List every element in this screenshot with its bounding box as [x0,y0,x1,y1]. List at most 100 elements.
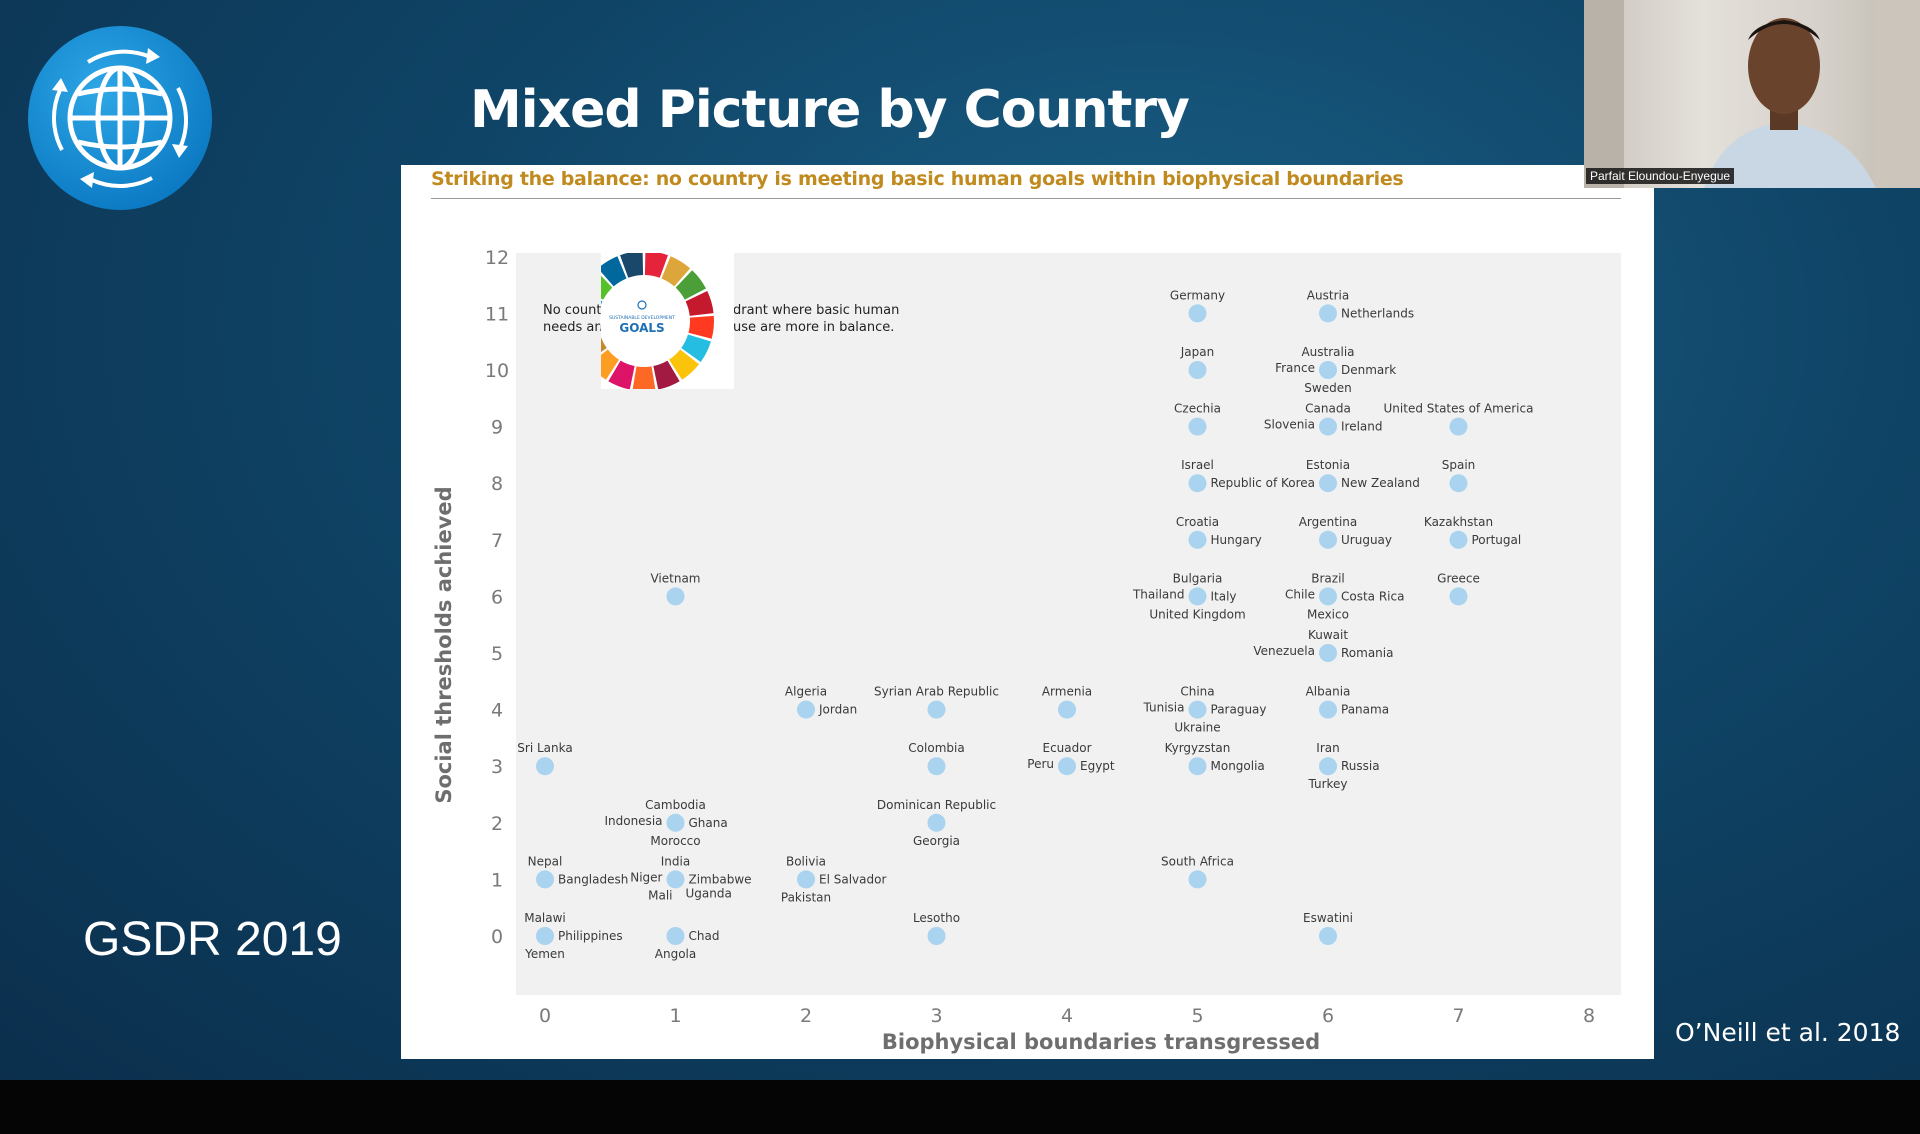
data-point: Albania Panama [1306,685,1389,719]
webcam-video [1584,0,1920,188]
data-point: Czechia [1174,402,1221,436]
point-label: Tunisia [1143,701,1185,715]
data-point: Vietnam [650,571,701,606]
data-point: Kuwait Venezuela Romania [1253,628,1393,662]
point-label: Eswatini [1303,911,1353,925]
point-label: Cambodia [645,798,706,812]
sdg-wheel-segment [644,253,668,278]
sdg-wheel-segment [653,360,680,389]
sdg-wheel-segment [632,366,656,389]
citation: O’Neill et al. 2018 [1675,1018,1901,1047]
data-point: Kyrgyzstan Mongolia [1165,741,1265,776]
data-point: Brazil Chile Costa Rica Mexico [1285,571,1405,621]
note-line2-left: needs and [543,320,611,335]
globe-cycle-icon [28,26,212,210]
point-label: Netherlands [1341,306,1414,320]
point-label: Mali [648,888,672,902]
data-point: Dominican Republic Georgia [877,798,996,848]
data-point: Bulgaria Thailand Italy United Kingdom [1132,571,1246,621]
point-label: Estonia [1306,458,1350,472]
point-label: Turkey [1307,777,1347,791]
point-label: Israel [1181,458,1214,472]
point-marker [1188,870,1207,889]
point-marker [666,587,685,606]
point-label: Chad [689,929,720,943]
y-tick-label: 12 [485,247,509,269]
data-point: Sri Lanka [517,741,573,776]
data-point: Estonia New Zealand [1306,458,1420,493]
point-label: Romania [1341,646,1393,660]
point-marker [1449,530,1468,549]
point-marker [927,700,946,719]
y-tick-label: 1 [491,869,503,891]
point-label: Brazil [1311,571,1345,585]
data-point: Spain [1442,458,1475,493]
point-label: Hungary [1211,533,1262,547]
point-label: Czechia [1174,402,1221,416]
sdg-wheel-segment [685,291,714,316]
point-marker [1188,304,1207,323]
point-marker [927,757,946,776]
point-marker [1058,757,1076,776]
data-point: Cambodia Indonesia Ghana Morocco [604,798,727,848]
point-label: France [1275,361,1315,375]
sdg-wheel-segment [601,337,607,353]
point-marker [1188,474,1207,493]
data-point: Nepal Bangladesh [528,854,628,889]
point-label: Uganda [686,886,732,900]
x-tick-label: 5 [1191,1005,1203,1027]
point-label: Albania [1306,685,1351,699]
point-label: Paraguay [1211,703,1267,717]
slide-title: Mixed Picture by Country [470,80,1190,140]
point-label: Pakistan [781,890,831,904]
sdg-wheel-segment [620,253,644,278]
data-point: Eswatini [1303,911,1353,945]
point-marker [1449,417,1468,436]
point-label: Panama [1341,703,1389,717]
point-marker [1319,417,1337,436]
sdg-wheel-segment [675,270,707,300]
point-label: Uruguay [1341,533,1392,547]
point-label: Georgia [913,834,960,848]
data-point: Syrian Arab Republic [874,685,999,719]
point-label: Angola [655,947,696,961]
x-tick-label: 7 [1452,1005,1464,1027]
point-label: Venezuela [1253,644,1315,658]
point-label: Dominican Republic [877,798,996,812]
data-point: India Niger Zimbabwe Mali Uganda [630,854,751,902]
y-tick-label: 5 [491,643,503,665]
panel-heading: Striking the balance: no country is meet… [431,168,1404,190]
data-point: Australia France Denmark Sweden [1275,345,1396,395]
point-marker [536,927,554,945]
point-marker [927,813,946,832]
point-label: Chile [1285,587,1315,601]
point-marker [1319,644,1337,662]
point-label: Mongolia [1211,759,1265,773]
data-point: Malawi Philippines Yemen [524,911,623,961]
point-label: South Africa [1161,854,1234,868]
x-tick-label: 2 [800,1005,812,1027]
x-tick-label: 6 [1322,1005,1334,1027]
data-point: Austria Netherlands [1307,288,1414,323]
sdg-wheel-segment [688,315,714,339]
point-marker [1319,304,1337,323]
sdg-wheel-segment [681,334,711,363]
point-marker [1449,587,1468,606]
point-label: United States of America [1384,402,1534,416]
point-label: Portugal [1472,533,1522,547]
point-marker [1319,530,1337,549]
point-label: Niger [630,870,662,884]
data-point: China Tunisia Paraguay Ukraine [1143,685,1267,735]
point-label: Slovenia [1264,418,1315,432]
point-label: Italy [1211,589,1237,603]
point-label: Peru [1027,757,1054,771]
data-point: Kazakhstan Portugal [1424,515,1521,549]
point-label: Kuwait [1308,628,1348,642]
point-marker [1319,361,1337,379]
data-point: Ecuador Peru Egypt [1027,741,1115,776]
point-label: Greece [1437,571,1480,585]
y-axis-label: Social thresholds achieved [432,486,456,803]
bottom-bar [0,1080,1920,1134]
